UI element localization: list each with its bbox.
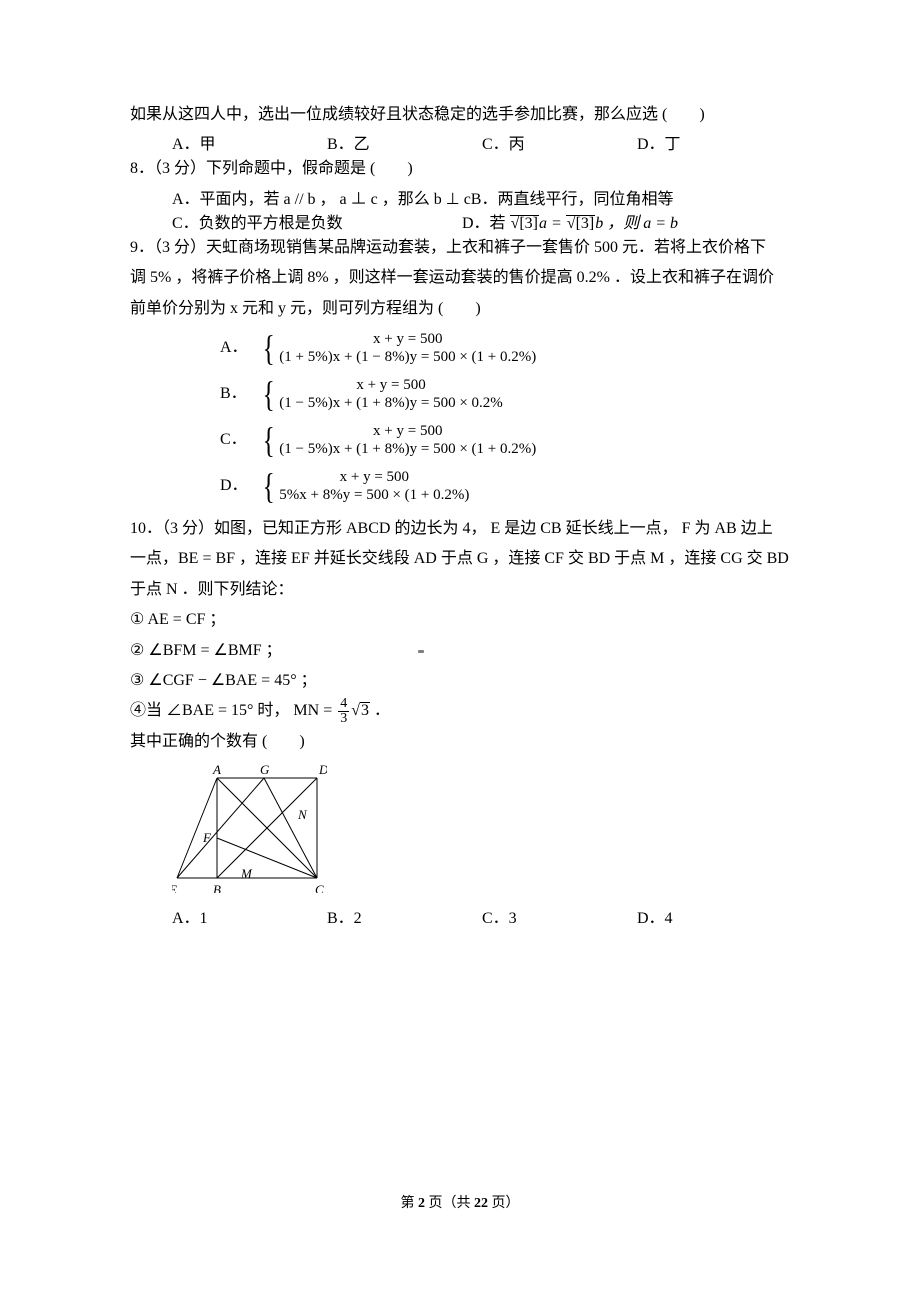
geometry-svg: A G D F N M E B C	[172, 763, 327, 893]
q10-s4: ④当 ∠BAE = 15° 时， MN = 43√3 ．	[130, 696, 790, 726]
svg-text:G: G	[260, 763, 270, 777]
q8-row2: C．负数的平方根是负数 D．若 √[3]a = √[3]b ，则 a = b	[130, 209, 790, 233]
q10-s4-suffix: ．	[370, 702, 390, 719]
q9c-label: C．	[220, 429, 260, 451]
q9b-eq: x + y = 500 (1 − 5%)x + (1 + 8%)y = 500 …	[279, 376, 503, 412]
svg-text:E: E	[172, 882, 177, 893]
footer-prefix: 第	[401, 1196, 419, 1211]
q10-figure: A G D F N M E B C	[172, 763, 790, 898]
q9-opt-d: D． { x + y = 500 5%x + 8%y = 500 × (1 + …	[130, 468, 790, 504]
q9-line1: 9．（3 分）天虹商场现销售某品牌运动套装，上衣和裤子一套售价 500 元．若将…	[130, 233, 790, 263]
q9-opt-a: A． { x + y = 500 (1 + 5%)x + (1 − 8%)y =…	[130, 330, 790, 366]
q10-line2: 一点，BE = BF ，连接 EF 并延长交线段 AD 于点 G ，连接 CF …	[130, 544, 790, 574]
q8d-prefix: D．若	[462, 215, 510, 232]
brace-icon: {	[263, 376, 275, 412]
q9-opt-b: B． { x + y = 500 (1 − 5%)x + (1 + 8%)y =…	[130, 376, 790, 412]
q9a-l1: x + y = 500	[279, 330, 536, 348]
q9d-l2: 5%x + 8%y = 500 × (1 + 0.2%)	[279, 486, 469, 504]
brace-icon: {	[263, 330, 275, 366]
q9d-eq: x + y = 500 5%x + 8%y = 500 × (1 + 0.2%)	[279, 468, 469, 504]
q7-opt-d: D．丁	[637, 130, 792, 154]
q8-stem: 8．（3 分）下列命题中，假命题是 ( )	[130, 154, 790, 184]
q10-opt-b: B．2	[327, 904, 482, 928]
watermark-dot	[418, 650, 424, 653]
q8d-mid1: a =	[539, 215, 566, 232]
q8-opt-c: C．负数的平方根是负数	[172, 209, 462, 233]
q10-options: A．1 B．2 C．3 D．4	[130, 904, 790, 928]
q9a-label: A．	[220, 337, 260, 359]
q10-opt-d: D．4	[637, 904, 792, 928]
q9b-label: B．	[220, 383, 260, 405]
q10-s4-sqrt-sym: √	[351, 702, 360, 719]
q8d-root1: √[3]	[510, 215, 539, 232]
svg-text:M: M	[240, 866, 253, 881]
q9a-eq: x + y = 500 (1 + 5%)x + (1 − 8%)y = 500 …	[279, 330, 536, 366]
q8-opt-a: A．平面内，若 a // b ， a ⊥ c ，那么 b ⊥ c	[172, 185, 471, 209]
q10-s2: ② ∠BFM = ∠BMF ；	[130, 636, 790, 666]
q8-row1: A．平面内，若 a // b ， a ⊥ c ，那么 b ⊥ c B．两直线平行…	[130, 185, 790, 209]
q10-s4-den: 3	[338, 711, 349, 726]
q10-s4-prefix: ④当 ∠BAE = 15° 时， MN =	[130, 702, 336, 719]
q7-continuation: 如果从这四人中，选出一位成绩较好且状态稳定的选手参加比赛，那么应选 ( )	[130, 100, 790, 130]
q7-options: A．甲 B．乙 C．丙 D．丁	[130, 130, 790, 154]
svg-text:B: B	[213, 882, 221, 893]
q10-s3: ③ ∠CGF − ∠BAE = 45° ；	[130, 666, 790, 696]
q8-opt-d: D．若 √[3]a = √[3]b ，则 a = b	[462, 209, 752, 233]
q9-opt-c: C． { x + y = 500 (1 − 5%)x + (1 + 8%)y =…	[130, 422, 790, 458]
q10-opt-a: A．1	[172, 904, 327, 928]
q9d-label: D．	[220, 475, 260, 497]
footer-total: 22	[474, 1196, 488, 1211]
q8d-root2: √[3]	[566, 215, 595, 232]
q7-opt-a: A．甲	[172, 130, 327, 154]
footer-page: 2	[418, 1196, 425, 1211]
q10-s1: ① AE = CF ；	[130, 605, 790, 635]
svg-text:A: A	[212, 763, 221, 777]
svg-text:C: C	[315, 882, 324, 893]
q10-s4-num: 4	[338, 697, 349, 711]
q9a-l2: (1 + 5%)x + (1 − 8%)y = 500 × (1 + 0.2%)	[279, 348, 536, 366]
q7-opt-b: B．乙	[327, 130, 482, 154]
footer-suffix: 页）	[488, 1196, 520, 1211]
q8-opt-b: B．两直线平行，同位角相等	[471, 185, 761, 209]
page-footer: 第 2 页（共 22 页）	[0, 1192, 920, 1212]
q10-line1: 10．（3 分）如图，已知正方形 ABCD 的边长为 4， E 是边 CB 延长…	[130, 514, 790, 544]
q9-line3: 前单价分别为 x 元和 y 元，则可列方程组为 ( )	[130, 294, 790, 324]
q9c-l1: x + y = 500	[279, 422, 536, 440]
q10-line3: 于点 N ．则下列结论：	[130, 575, 790, 605]
q9c-eq: x + y = 500 (1 − 5%)x + (1 + 8%)y = 500 …	[279, 422, 536, 458]
brace-icon: {	[263, 422, 275, 458]
brace-icon: {	[263, 468, 275, 504]
svg-text:N: N	[297, 807, 308, 822]
q10-opt-c: C．3	[482, 904, 637, 928]
q9c-l2: (1 − 5%)x + (1 + 8%)y = 500 × (1 + 0.2%)	[279, 440, 536, 458]
q9b-l2: (1 − 5%)x + (1 + 8%)y = 500 × 0.2%	[279, 394, 503, 412]
q10-s4-sqrt: 3	[360, 702, 370, 719]
q9b-l1: x + y = 500	[279, 376, 503, 394]
q10-s4-frac: 43	[338, 697, 349, 726]
footer-middle: 页（共	[425, 1196, 474, 1211]
svg-text:F: F	[202, 830, 212, 845]
q9-line2: 调 5% ，将裤子价格上调 8% ，则这样一套运动套装的售价提高 0.2% ．设…	[130, 263, 790, 293]
q7-opt-c: C．丙	[482, 130, 637, 154]
q8d-mid2: b ，则 a = b	[595, 215, 678, 232]
q9d-l1: x + y = 500	[279, 468, 469, 486]
q10-ask: 其中正确的个数有 ( )	[130, 727, 790, 757]
svg-text:D: D	[318, 763, 327, 777]
